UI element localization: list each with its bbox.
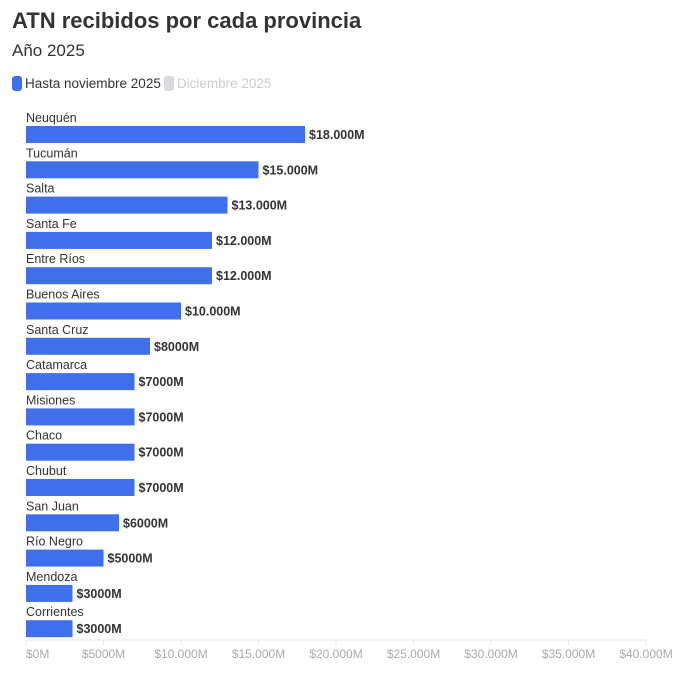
category-label: Misiones: [26, 393, 75, 407]
bar[interactable]: [26, 161, 259, 179]
data-label: $7000M: [139, 375, 184, 389]
x-tick-label: $10.000M: [154, 647, 207, 661]
x-tick-label: $25.000M: [387, 647, 440, 661]
bar[interactable]: [26, 337, 150, 355]
x-tick-label: $5000M: [82, 647, 125, 661]
bar[interactable]: [26, 126, 305, 143]
x-tick-label: $35.000M: [542, 647, 595, 661]
category-label: Catamarca: [26, 358, 87, 372]
legend-label: Hasta noviembre 2025: [25, 76, 161, 91]
legend: Hasta noviembre 2025 Diciembre 2025: [12, 76, 274, 91]
legend-swatch: [12, 76, 22, 91]
category-label: Neuquén: [26, 111, 77, 125]
data-label: $6000M: [123, 516, 168, 530]
bar[interactable]: [26, 620, 73, 638]
x-tick-label: $0M: [26, 647, 49, 661]
category-label: Tucumán: [26, 146, 78, 160]
data-label: $18.000M: [309, 128, 365, 142]
bar[interactable]: [26, 302, 181, 320]
bar[interactable]: [26, 443, 135, 461]
bar[interactable]: [26, 267, 212, 285]
category-label: Buenos Aires: [26, 288, 100, 302]
category-label: Santa Cruz: [26, 323, 89, 337]
data-label: $7000M: [139, 481, 184, 495]
x-tick-label: $40.000M: [619, 647, 672, 661]
bar[interactable]: [26, 231, 212, 249]
bar[interactable]: [26, 479, 135, 496]
category-label: Chaco: [26, 429, 62, 443]
legend-item-hasta-noviembre[interactable]: Hasta noviembre 2025: [12, 76, 161, 91]
category-label: Mendoza: [26, 570, 77, 584]
data-label: $7000M: [139, 446, 184, 460]
bar[interactable]: [26, 584, 73, 602]
bar[interactable]: [26, 514, 119, 532]
bar[interactable]: [26, 408, 135, 426]
x-tick-label: $20.000M: [309, 647, 362, 661]
data-label: $10.000M: [185, 305, 241, 319]
category-label: Río Negro: [26, 535, 83, 549]
data-label: $13.000M: [232, 199, 288, 213]
x-tick-label: $15.000M: [232, 647, 285, 661]
data-label: $7000M: [139, 410, 184, 424]
bar[interactable]: [26, 196, 228, 214]
data-label: $8000M: [154, 340, 199, 354]
data-label: $12.000M: [216, 269, 272, 283]
category-label: Entre Ríos: [26, 252, 85, 266]
legend-label: Diciembre 2025: [176, 76, 272, 91]
legend-item-diciembre[interactable]: Diciembre 2025: [163, 76, 272, 91]
data-label: $5000M: [108, 552, 153, 566]
data-label: $12.000M: [216, 234, 272, 248]
category-label: San Juan: [26, 499, 79, 513]
x-tick-label: $30.000M: [464, 647, 517, 661]
category-label: Chubut: [26, 464, 67, 478]
chart-subtitle: Año 2025: [12, 41, 85, 60]
category-label: Santa Fe: [26, 217, 77, 231]
category-label: Salta: [26, 182, 55, 196]
data-label: $3000M: [77, 622, 122, 636]
bar[interactable]: [26, 549, 104, 567]
legend-swatch: [163, 76, 174, 91]
bar[interactable]: [26, 373, 135, 391]
data-label: $3000M: [77, 587, 122, 601]
data-label: $15.000M: [263, 163, 319, 177]
chart-title: ATN recibidos por cada provincia: [12, 8, 362, 33]
category-label: Corrientes: [26, 605, 84, 619]
